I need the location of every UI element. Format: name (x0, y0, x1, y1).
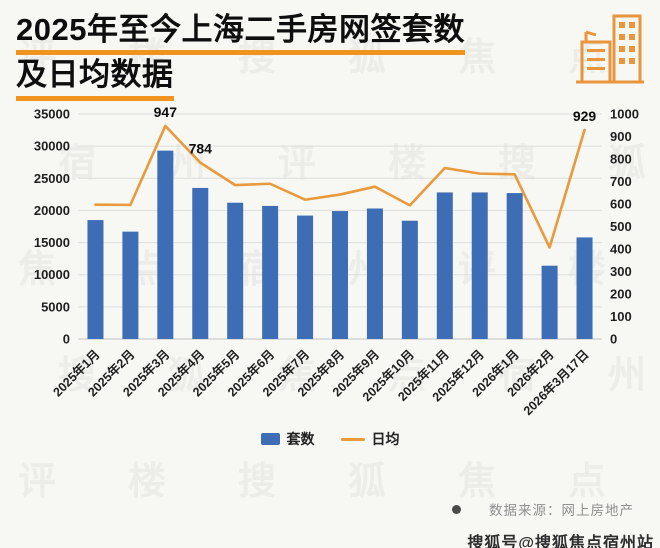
daily-average-line (94, 124, 586, 249)
left-axis-label: 25000 (34, 171, 70, 186)
right-axis-label: 200 (610, 287, 632, 302)
bar-2025年6月 (262, 205, 279, 339)
tall-building-shape (612, 14, 642, 84)
chart-legend: 套数 日均 (0, 428, 660, 450)
point-value-label: 947 (154, 104, 178, 120)
bar-2026年1月 (506, 193, 523, 339)
legend-label-bars: 套数 (286, 431, 315, 447)
line-swatch (340, 437, 365, 441)
legend-label-line: 日均 (371, 431, 400, 447)
right-axis-label: 1000 (610, 107, 639, 122)
point-value-label: 784 (189, 141, 213, 157)
sohu-account-watermark: 搜狐号@搜狐焦点宿州站 (467, 535, 654, 548)
bar-2025年1月 (87, 220, 104, 339)
bar-2025年9月 (366, 208, 383, 339)
buildings-icon (576, 14, 644, 84)
bar-2025年3月 (157, 150, 174, 339)
bar-2025年8月 (332, 211, 348, 339)
bar-2025年11月 (436, 192, 453, 339)
right-axis-label: 700 (610, 174, 632, 189)
bar-2026年3月17日 (576, 237, 593, 339)
bar-2025年12月 (471, 192, 488, 339)
right-axis-label: 600 (610, 197, 632, 212)
right-axis-label: 0 (610, 332, 617, 347)
right-axis-label: 400 (610, 242, 632, 257)
bar-2025年2月 (122, 231, 139, 339)
header: 2025年至今上海二手房网签套数 及日均数据 (0, 0, 660, 101)
source-row: 数据来源：网上房地产 (452, 499, 634, 519)
title-line-1: 2025年至今上海二手房网签套数 (16, 10, 465, 56)
left-axis-label: 20000 (34, 203, 70, 218)
bullet-dot (452, 504, 461, 514)
right-axis-label: 900 (610, 129, 632, 144)
left-axis-label: 15000 (34, 235, 70, 250)
data-source-text: 数据来源：网上房地产 (489, 503, 634, 518)
bar-swatch (260, 433, 280, 445)
title-line-2: 及日均数据 (16, 55, 174, 101)
bar-2025年5月 (227, 202, 244, 339)
right-axis-label: 500 (610, 219, 632, 234)
short-building-shape (580, 40, 612, 84)
left-axis-label: 0 (63, 332, 70, 347)
bar-2026年2月 (541, 265, 558, 339)
right-axis-label: 800 (610, 152, 632, 167)
right-axis-label: 100 (610, 309, 632, 324)
bar-2025年7月 (297, 215, 314, 339)
right-axis-label: 300 (610, 264, 632, 279)
page-title: 2025年至今上海二手房网签套数 及日均数据 (16, 10, 644, 101)
left-axis-label: 30000 (34, 139, 70, 154)
left-axis-label: 5000 (41, 299, 70, 314)
legend-item-line: 日均 (340, 429, 400, 449)
bar-2025年10月 (401, 220, 418, 339)
legend-item-bars: 套数 (260, 429, 315, 449)
left-axis-label: 10000 (34, 267, 70, 282)
point-value-label: 929 (573, 108, 597, 124)
left-axis-label: 35000 (34, 107, 70, 122)
chart-svg: 0 5000 10000 15000 20000 25000 30000 35000 0 100 2… (34, 104, 639, 418)
bar-2025年4月 (192, 187, 209, 339)
